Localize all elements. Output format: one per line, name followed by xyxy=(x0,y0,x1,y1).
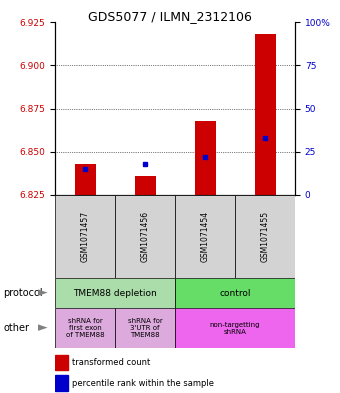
Text: GDS5077 / ILMN_2312106: GDS5077 / ILMN_2312106 xyxy=(88,10,252,23)
Text: shRNA for
3'UTR of
TMEM88: shRNA for 3'UTR of TMEM88 xyxy=(128,318,163,338)
Text: transformed count: transformed count xyxy=(72,358,150,367)
Text: protocol: protocol xyxy=(3,288,43,298)
Bar xyxy=(55,375,68,391)
Text: shRNA for
first exon
of TMEM88: shRNA for first exon of TMEM88 xyxy=(66,318,104,338)
Bar xyxy=(175,195,235,278)
Text: non-targetting
shRNA: non-targetting shRNA xyxy=(210,321,260,334)
Bar xyxy=(194,121,216,195)
Text: GSM1071455: GSM1071455 xyxy=(260,211,270,262)
Bar xyxy=(115,308,175,348)
Bar xyxy=(235,195,295,278)
Bar xyxy=(55,355,68,371)
Text: ►: ► xyxy=(38,321,48,334)
Text: percentile rank within the sample: percentile rank within the sample xyxy=(72,379,214,387)
Bar xyxy=(55,308,115,348)
Bar xyxy=(135,176,155,195)
Bar xyxy=(74,164,96,195)
Text: other: other xyxy=(3,323,29,333)
Text: GSM1071454: GSM1071454 xyxy=(201,211,209,262)
Text: GSM1071457: GSM1071457 xyxy=(81,211,89,262)
Bar xyxy=(55,278,175,308)
Bar xyxy=(115,195,175,278)
Text: ►: ► xyxy=(38,286,48,299)
Bar xyxy=(55,195,115,278)
Bar xyxy=(175,278,295,308)
Text: TMEM88 depletion: TMEM88 depletion xyxy=(73,288,157,298)
Bar xyxy=(255,34,275,195)
Text: GSM1071456: GSM1071456 xyxy=(140,211,150,262)
Text: control: control xyxy=(219,288,251,298)
Bar xyxy=(175,308,295,348)
